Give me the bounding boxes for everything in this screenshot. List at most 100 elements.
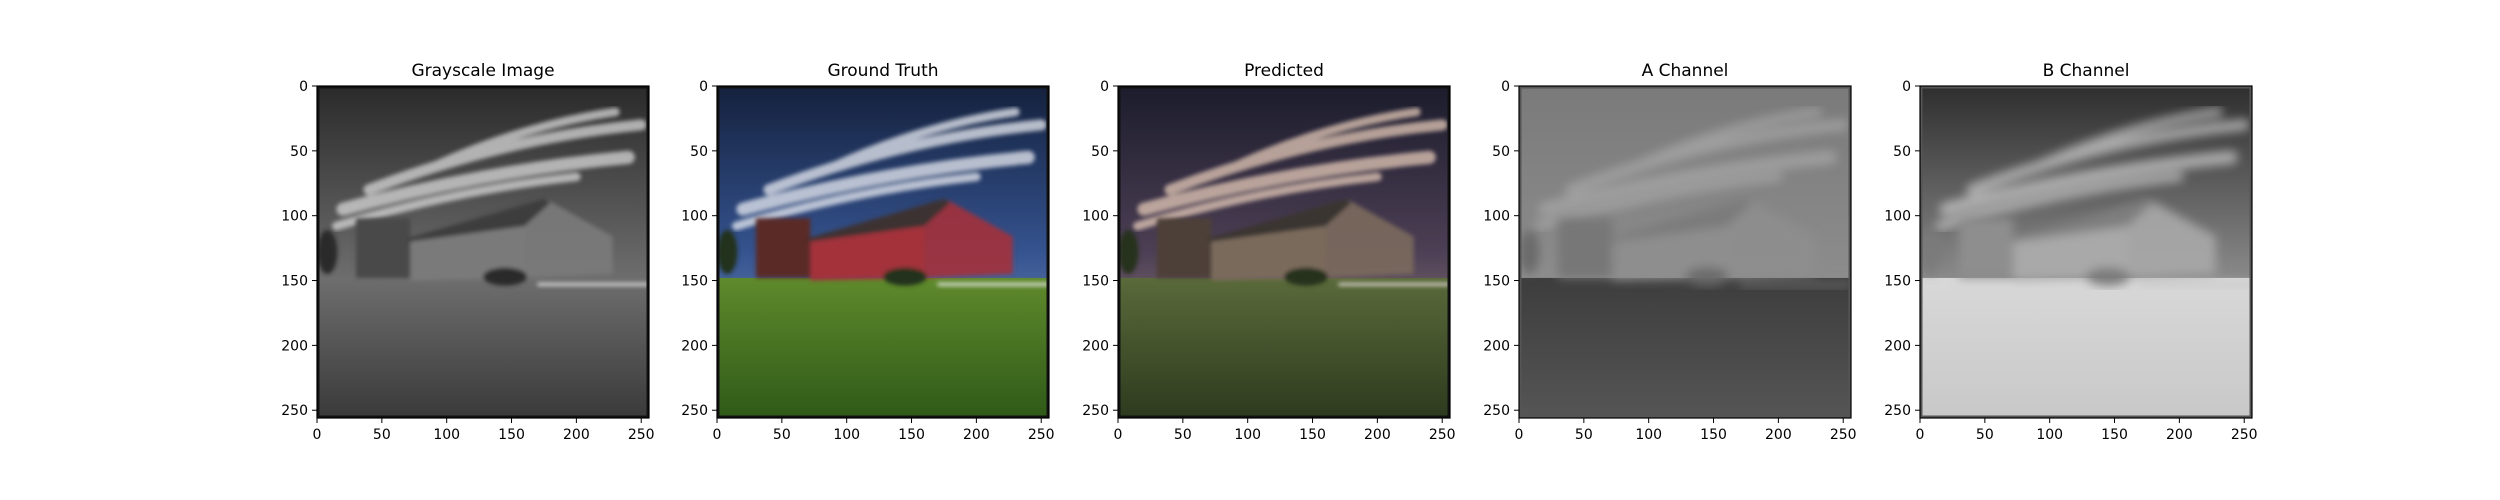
barn-gable: [524, 200, 613, 278]
y-tick-label: 150: [681, 274, 708, 290]
cloud-streak: [829, 107, 1020, 171]
clouds: [1534, 107, 1849, 231]
silo: [355, 218, 411, 278]
panel-title: A Channel: [1642, 61, 1729, 81]
y-tick-label: 200: [681, 338, 708, 354]
cloud-streak: [1565, 119, 1849, 196]
x-tick-label: 50: [373, 427, 391, 443]
ground-region: [1519, 277, 1851, 418]
y-tick-label: 250: [1082, 403, 1109, 419]
x-tick-label: 200: [563, 427, 590, 443]
image-border: [1117, 85, 1451, 419]
clouds: [1133, 107, 1448, 231]
image-border: [1518, 85, 1852, 419]
y-tick-label: 250: [1483, 403, 1510, 419]
cloud-streak: [336, 150, 635, 216]
bush: [2086, 267, 2131, 286]
y-tick-label: 0: [699, 79, 708, 95]
clouds: [332, 107, 647, 231]
panel-grayscale-image: Grayscale Image 0 50 100 150 200 250 0 50 100 150 2…: [281, 61, 654, 443]
y-tick-label: 100: [1082, 209, 1109, 225]
y-tick-label: 250: [681, 403, 708, 419]
y-tick-label: 50: [1893, 144, 1911, 160]
y-tick-label: 100: [281, 209, 308, 225]
panel-title: Predicted: [1244, 61, 1324, 81]
cloud-streak: [732, 172, 981, 231]
cloud-streak: [1133, 172, 1382, 231]
barn-gable: [2127, 200, 2216, 278]
silo: [1156, 218, 1212, 278]
x-tick-label: 150: [2101, 427, 2128, 443]
barn-roof: [2008, 198, 2154, 242]
x-tick-label: 150: [498, 427, 525, 443]
y-tick-label: 0: [1501, 79, 1510, 95]
cloud-streak: [1631, 107, 1822, 171]
axes-frame: [716, 85, 1050, 419]
x-tick-label: 150: [1299, 427, 1326, 443]
cloud-streak: [363, 119, 647, 196]
y-tick-label: 50: [690, 144, 708, 160]
panel-ground-truth: Ground Truth 0 50 100 150 200 250 0 50 100 150 200 2…: [681, 61, 1054, 443]
panel-title: B Channel: [2043, 61, 2130, 81]
ground-region: [1118, 277, 1450, 418]
cloud-streak: [736, 150, 1035, 216]
barn-wall: [810, 226, 925, 281]
ground-region: [717, 277, 1049, 418]
x-tick-label: 0: [313, 427, 322, 443]
x-tick-label: 0: [1114, 427, 1123, 443]
panel-predicted: Predicted 0 50 100 150 200 250 0 50 100 150 200 250: [1082, 61, 1455, 443]
x-tick-label: 100: [1635, 427, 1662, 443]
y-tick-label: 200: [1483, 338, 1510, 354]
cloud-streak: [2032, 107, 2223, 171]
barn-wall: [1612, 226, 1727, 281]
axes-frame: [316, 85, 650, 419]
y-tick-label: 50: [1492, 144, 1510, 160]
image-content: [317, 86, 649, 418]
barn-scene: [1519, 198, 1851, 286]
image-border: [1919, 85, 2253, 419]
cloud-streak: [332, 172, 581, 231]
axes-frame: [1117, 85, 1451, 419]
panel-a-channel: A Channel 0 50 100 150 200 250 0 50 100 150 200 250: [1483, 61, 1856, 443]
y-tick-label: 150: [1082, 274, 1109, 290]
barn-roof: [405, 198, 551, 242]
tree: [1118, 230, 1139, 274]
image-content: [1920, 86, 2252, 418]
barn-wall: [410, 226, 525, 281]
tree: [1519, 230, 1540, 274]
y-tick-label: 200: [1082, 338, 1109, 354]
tree: [1920, 230, 1941, 274]
image-border: [316, 85, 650, 419]
panel-b-channel: B Channel 0 50 100 150 200 250 0 50 100 150 200 250: [1884, 61, 2257, 443]
y-tick-label: 0: [299, 79, 308, 95]
panel-title: Ground Truth: [827, 61, 938, 81]
x-tick-label: 100: [833, 427, 860, 443]
barn-roof: [1206, 198, 1352, 242]
barn-gable: [924, 200, 1013, 278]
y-tick-label: 50: [290, 144, 308, 160]
image-content: [1519, 86, 1851, 418]
x-tick-label: 100: [1234, 427, 1261, 443]
x-tick-label: 0: [713, 427, 722, 443]
y-tick-label: 200: [1884, 338, 1911, 354]
cloud-streak: [1137, 150, 1436, 216]
x-tick-label: 200: [1364, 427, 1391, 443]
bush: [483, 267, 528, 286]
x-tick-label: 150: [1700, 427, 1727, 443]
x-tick-label: 250: [1830, 427, 1857, 443]
y-tick-label: 150: [1884, 274, 1911, 290]
x-tick-label: 200: [963, 427, 990, 443]
x-tick-label: 50: [1174, 427, 1192, 443]
clouds: [1935, 107, 2250, 231]
x-tick-label: 100: [433, 427, 460, 443]
y-tick-label: 50: [1091, 144, 1109, 160]
cloud-streak: [429, 107, 620, 171]
silo: [755, 218, 811, 278]
x-tick-label: 200: [2166, 427, 2193, 443]
y-tick-label: 150: [1483, 274, 1510, 290]
axes-frame: [1518, 85, 1852, 419]
cloud-streak: [1164, 119, 1448, 196]
barn-scene: [1920, 198, 2252, 286]
x-tick-label: 250: [1028, 427, 1055, 443]
x-tick-label: 250: [628, 427, 655, 443]
